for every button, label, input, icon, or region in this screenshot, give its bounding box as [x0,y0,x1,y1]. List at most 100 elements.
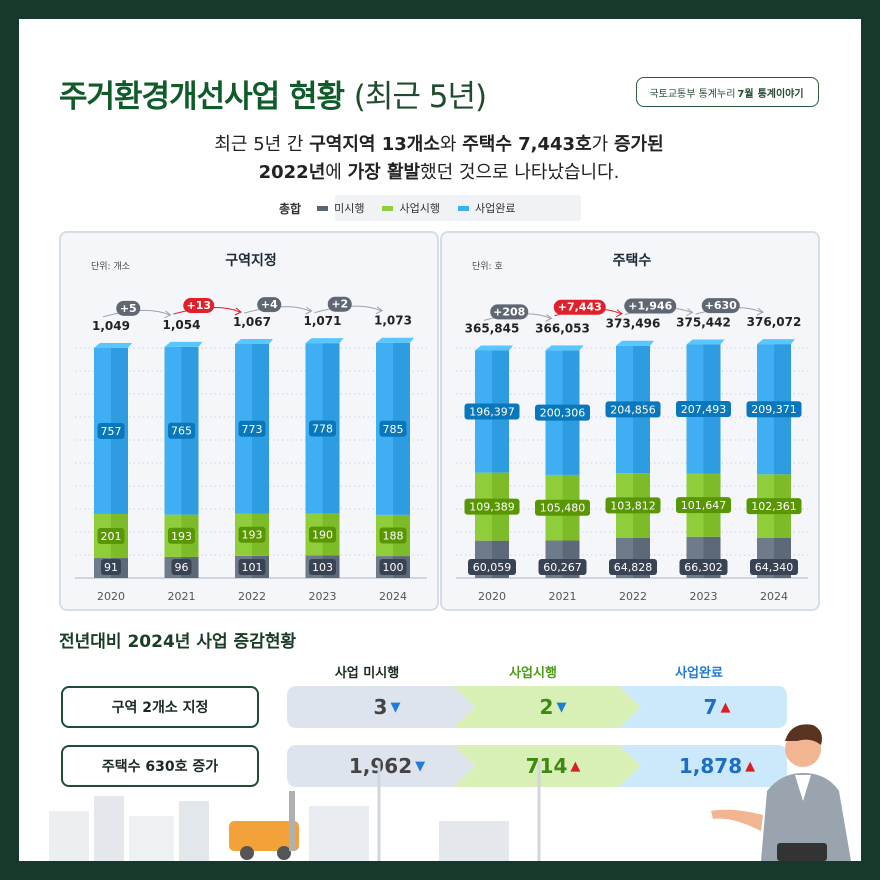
bar-top-cap [305,338,344,344]
data-label: 188 [383,529,404,542]
summary-line-1: 최근 5년 간 구역지역 13개소와 주택수 7,443호가 증가된 [214,134,664,155]
comparison-title: 전년대비 2024년 사업 증감현황 [59,632,297,652]
chart-title: 구역지정 [225,252,277,269]
data-label: 101 [242,561,263,574]
tablet-icon [777,843,827,861]
data-label: 103 [312,561,333,574]
increase-badge [490,304,529,320]
arrow-head-icon [686,308,694,316]
total-label: 365,845 [465,321,520,335]
data-label: 60,267 [543,561,582,574]
page-title: 주거환경개선사업 현황 (최근 5년) [59,79,487,115]
data-label-badge [309,559,336,575]
arrow-head-icon [305,306,313,315]
x-tick-label: 2020 [97,590,125,603]
data-label: 193 [171,530,192,543]
arrow-head-icon [756,307,764,316]
value-districts-completed: 7 ▲ [703,695,731,719]
row-label-houses: 주택수 630호 증가 [61,745,259,787]
decrease-arrow-icon: ▼ [415,758,426,774]
data-label: 66,302 [684,561,723,574]
data-label-badge [97,528,125,545]
data-label-badge [676,401,731,418]
legend: 총합 미시행 사업시행 사업완료 [279,195,533,221]
bar-top-cap [545,345,584,351]
increase-badge [624,298,677,314]
x-tick-label: 2024 [760,590,788,603]
legend-item-unstarted: 미시행 [317,200,364,216]
comparison-row-background [287,745,787,787]
data-label-badge [101,559,121,575]
data-label: 204,856 [610,403,656,416]
value-houses-completed: 1,878 ▲ [678,754,756,778]
pointing-hand-icon [711,809,763,831]
increase-badge [257,297,282,313]
page-title-sub: (최근 5년) [353,79,487,115]
column-header-in-progress: 사업시행 [509,666,557,681]
data-label: 785 [383,423,404,436]
arrow-head-icon [164,310,172,319]
x-tick-label: 2023 [309,590,337,603]
chart-unit-label: 단위: 개소 [91,261,130,272]
data-label-badge [535,499,590,516]
source-badge: 국토교통부 통계누리 7월 통계이야기 [636,77,819,107]
data-label-badge [464,403,520,420]
increase-badge [116,300,141,316]
arrow-head-icon [375,306,383,315]
data-label: 102,361 [751,500,797,513]
summary-line-2: 2022년에 가장 활발했던 것으로 나타났습니다. [258,162,620,183]
increase-label: +5 [120,302,137,315]
data-label: 101,647 [681,499,727,512]
data-label-badge [309,526,336,543]
arrow-head-icon [615,309,623,318]
total-label: 1,049 [92,319,130,333]
data-label-badge [538,559,587,575]
infographic-card: 주거환경개선사업 현황 (최근 5년) 국토교통부 통계누리 7월 통계이야기 최근… [19,19,861,861]
increase-badge [701,298,740,314]
column-header-completed: 사업완료 [675,666,723,681]
data-label: 109,389 [469,501,515,514]
chart-panel-districts: 구역지정 단위: 개소 91 201 757 2020 96 193 765 2021 101 193… [59,231,439,611]
data-label: 64,340 [755,561,794,574]
data-label-badge [468,559,516,575]
increase-arrow [314,305,382,314]
bar-top-cap [94,342,132,348]
increase-arrow [102,309,170,318]
data-label-badge [379,420,407,437]
bar-top-cap [616,340,654,346]
city-illustration [49,761,541,861]
x-tick-label: 2022 [238,590,266,603]
comparison-row-background [287,686,787,728]
data-label: 60,059 [473,561,512,574]
data-label-badge [379,527,407,544]
increase-label: +13 [186,299,211,312]
column-header-unstarted: 사업 미시행 [334,666,400,681]
increase-label: +208 [493,305,525,318]
data-label-badge [750,559,798,575]
increase-arrow-icon: ▲ [745,758,756,774]
data-label: 207,493 [681,403,727,416]
x-tick-label: 2022 [619,590,647,603]
total-label: 373,496 [606,317,661,331]
increase-badge [553,299,606,315]
bar-top-cap [686,339,725,345]
data-label-badge [379,559,407,575]
increase-badge [183,298,215,314]
data-label-badge [464,498,520,515]
data-label-badge [171,559,192,575]
legend-item-completed: 사업완료 [457,200,515,216]
data-label-badge [679,559,728,575]
increase-label: +2 [331,298,348,311]
data-label-badge [676,497,731,514]
comparison-row-houses: 1,962▼ 714▲ 1,878▲ [287,745,787,787]
data-label: 773 [242,423,263,436]
arrow-head-icon [545,313,553,322]
total-label: 1,054 [163,318,201,332]
data-label: 103,812 [610,499,656,512]
data-label: 778 [312,422,333,435]
legend-title: 총합 [279,201,302,216]
chart-title: 주택수 [613,252,652,269]
bar-top-cap [757,339,795,345]
total-label: 366,053 [535,321,590,335]
